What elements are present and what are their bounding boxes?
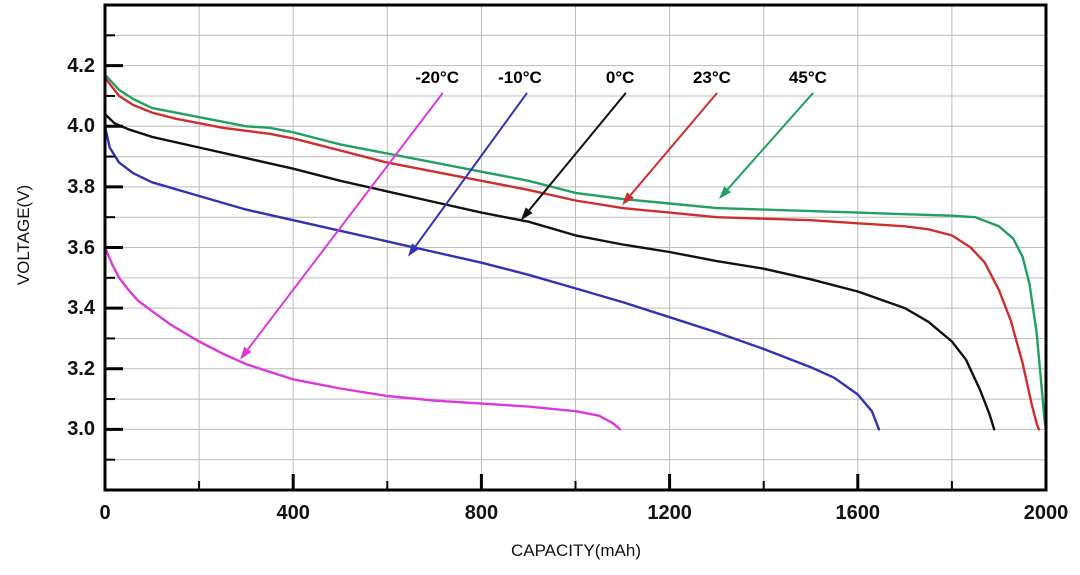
curve-0°C: [103, 112, 996, 431]
annotation-arrow-line: [726, 92, 814, 190]
curve--10°C: [103, 125, 881, 431]
annotation-arrows: [240, 92, 814, 360]
annotation-arrow-head: [408, 243, 420, 257]
annotation-arrow-line: [528, 92, 627, 211]
annotation-arrow-head: [622, 192, 634, 206]
curve-23°C: [103, 76, 1041, 431]
annotation-arrow-line: [414, 92, 528, 247]
annotation-arrow-line: [247, 92, 444, 350]
tick-marks: [103, 34, 1048, 490]
annotation-arrow-head: [520, 207, 533, 221]
annotation-arrow-line: [629, 92, 718, 196]
annotation-arrow-head: [719, 186, 731, 199]
annotation-arrow-head: [240, 346, 252, 360]
grid-lines: [105, 5, 1046, 490]
data-series-curves: [103, 73, 1048, 431]
curve--20°C: [103, 246, 622, 431]
curve-45°C: [103, 73, 1048, 431]
